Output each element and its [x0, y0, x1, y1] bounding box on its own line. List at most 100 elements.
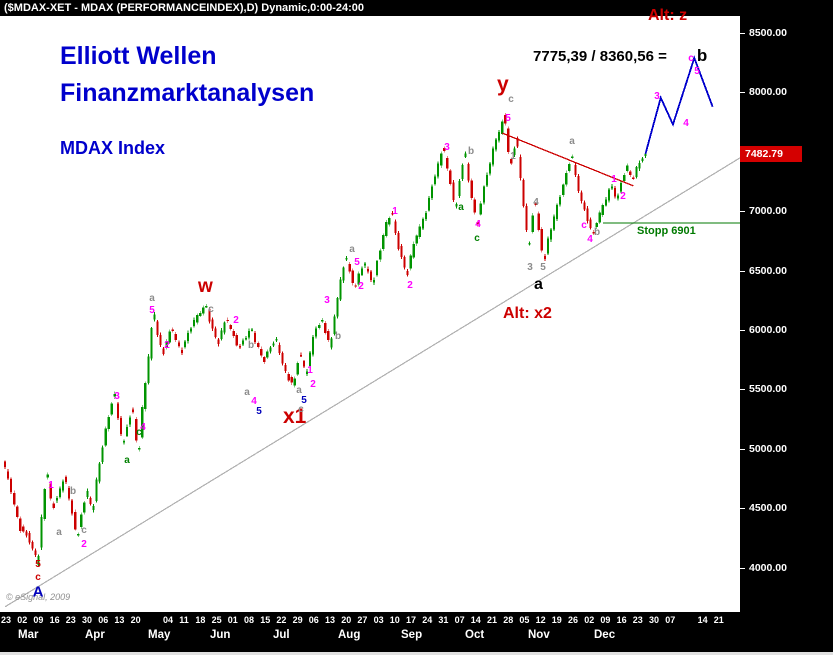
candle-body [357, 273, 360, 285]
candlestick-chart[interactable] [0, 16, 740, 612]
candle-body [13, 492, 16, 505]
candle-body [159, 334, 162, 345]
candle-body [488, 163, 492, 174]
candle-body [138, 447, 141, 450]
candle-body [397, 232, 400, 249]
date-tick: 14 [470, 615, 481, 625]
candle-body [543, 255, 546, 260]
candle-body [189, 328, 193, 332]
candle-body [510, 159, 513, 164]
candle-body [281, 353, 284, 364]
candle-body [226, 319, 229, 322]
candle-body [125, 426, 129, 436]
candle-body [345, 258, 348, 260]
date-tick: 30 [82, 615, 93, 625]
candle-body [235, 334, 238, 346]
candle-body [372, 279, 376, 283]
candle-body [89, 498, 92, 504]
candle-body [607, 189, 610, 201]
candle-body [95, 479, 98, 502]
candle-body [327, 331, 330, 340]
candle-body [598, 212, 601, 223]
candle-body [37, 555, 40, 565]
month-label: Aug [338, 629, 361, 641]
candle-body [379, 250, 382, 260]
price-axis-label: 6000.00 [749, 323, 787, 336]
candle-body [461, 165, 464, 179]
candle-body [552, 216, 556, 230]
month-label: Sep [401, 629, 423, 641]
candle-body [559, 197, 562, 205]
candle-body [507, 128, 510, 152]
price-axis-label: 8500.00 [749, 27, 787, 39]
candle-body [519, 156, 522, 179]
date-tick: 12 [535, 615, 546, 625]
candle-body [34, 550, 37, 556]
candle-body [290, 376, 293, 383]
candle-body [19, 518, 22, 531]
candle-body [25, 531, 28, 536]
date-tick: 30 [649, 615, 660, 625]
price-tick [740, 92, 745, 94]
candle-body [369, 271, 373, 281]
candle-body [180, 349, 183, 353]
candle-body [333, 316, 336, 334]
candle-body [348, 263, 351, 272]
candle-body [324, 322, 327, 334]
candle-body [3, 461, 7, 467]
time-axis[interactable]: 23 02 09 16 23 30 06 13 20 04 11 18 25 01 08 15 22 29 06 13… [0, 612, 833, 655]
date-tick: 08 [244, 615, 255, 625]
candle-body [254, 332, 257, 342]
price-tick [740, 270, 745, 272]
candle-body [116, 403, 119, 419]
month-label: Oct [465, 629, 485, 641]
date-tick: 20 [341, 615, 352, 625]
candle-body [101, 447, 104, 462]
candle-body [61, 481, 65, 491]
date-tick: 05 [519, 615, 530, 625]
candle-body [531, 215, 534, 232]
candle-body [473, 199, 476, 213]
candle-body [266, 351, 269, 358]
date-tick: 02 [17, 615, 28, 625]
candle-body [223, 322, 226, 333]
candle-body [574, 164, 577, 176]
candle-body [534, 203, 537, 206]
candle-body [305, 371, 309, 374]
candle-body [565, 172, 568, 185]
candle-body [16, 506, 19, 517]
candle-body [363, 263, 366, 266]
candle-body [433, 176, 437, 185]
candle-body [113, 393, 116, 397]
candle-body [64, 477, 68, 483]
candle-body [119, 418, 122, 435]
candle-body [537, 213, 540, 231]
candle-body [482, 186, 485, 203]
candle-body [55, 497, 58, 501]
window-title: ($MDAX-XET - MDAX (PERFORMANCEINDEX),D) … [0, 0, 833, 16]
candle-body [589, 219, 592, 229]
candle-body [452, 182, 455, 201]
candle-body [22, 526, 25, 532]
candle-body [244, 338, 248, 340]
candle-body [104, 428, 107, 446]
candle-body [516, 137, 519, 147]
candle-body [415, 235, 418, 244]
date-tick: 18 [195, 615, 206, 625]
price-tick [740, 448, 745, 450]
candle-body [464, 153, 467, 157]
candle-body [421, 219, 424, 229]
candle-body [196, 314, 199, 323]
date-tick: 10 [389, 615, 400, 625]
candle-body [546, 238, 549, 254]
candle-body [616, 195, 620, 199]
candle-body [430, 186, 434, 198]
resistance-trendline [501, 132, 634, 187]
price-axis[interactable]: 8500.00 8000.00 7000.00 6500.00 6000.00 5500.… [740, 16, 833, 612]
date-tick: 19 [551, 615, 562, 625]
candle-body [394, 221, 397, 233]
candle-body [620, 183, 623, 192]
candle-body [528, 242, 531, 245]
candle-body [83, 502, 86, 513]
date-tick: 15 [260, 615, 271, 625]
